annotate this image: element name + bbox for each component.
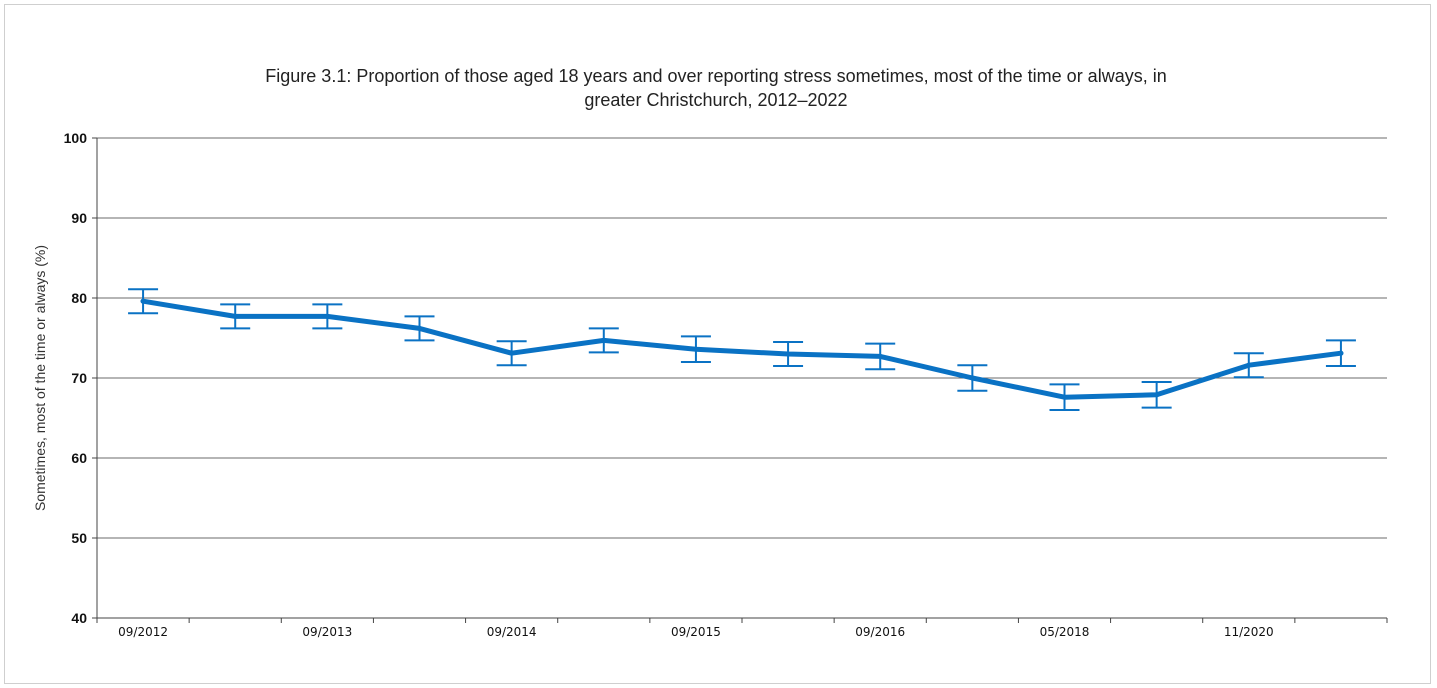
data-point-6 xyxy=(693,346,699,352)
y-tick-label-60: 60 xyxy=(71,450,87,466)
data-point-12 xyxy=(1246,362,1252,368)
tick-labels: 40 50 60 70 80 90 100 09/2012 09/2013 09/2014 09/2… xyxy=(64,130,1274,639)
y-tick-label-100: 100 xyxy=(64,130,88,146)
x-tick-label-09-2015: 09/2015 xyxy=(671,625,721,639)
x-tick-label-11-2020: 11/2020 xyxy=(1224,625,1274,639)
axes xyxy=(92,137,1388,623)
data-point-5 xyxy=(601,337,607,343)
x-tick-label-05-2018: 05/2018 xyxy=(1040,625,1090,639)
chart-title-line-2: greater Christchurch, 2012–2022 xyxy=(584,90,847,110)
chart-title-line-1: Figure 3.1: Proportion of those aged 18 … xyxy=(265,66,1166,86)
y-tick-label-50: 50 xyxy=(71,530,87,546)
y-tick-label-90: 90 xyxy=(71,210,87,226)
data-point-7 xyxy=(785,351,791,357)
chart-frame xyxy=(4,4,1431,684)
y-tick-label-80: 80 xyxy=(71,290,87,306)
series-line xyxy=(140,298,1344,400)
data-point-10 xyxy=(1062,394,1067,400)
x-tick-label-09-2012: 09/2012 xyxy=(118,625,168,639)
data-point-11 xyxy=(1154,392,1160,398)
y-axis-label: Sometimes, most of the time or always (%… xyxy=(32,245,48,511)
data-point-0 xyxy=(140,298,146,304)
data-point-1 xyxy=(232,313,238,319)
series-line-layer xyxy=(140,298,1344,400)
grid-lines xyxy=(97,137,1387,619)
data-point-13 xyxy=(1338,350,1344,356)
x-tick-label-09-2013: 09/2013 xyxy=(302,625,352,639)
x-tick-label-09-2014: 09/2014 xyxy=(487,625,537,639)
y-tick-label-40: 40 xyxy=(71,610,87,626)
data-point-9 xyxy=(969,375,975,381)
x-tick-label-09-2016: 09/2016 xyxy=(855,625,905,639)
data-point-2 xyxy=(324,313,330,319)
y-tick-label-70: 70 xyxy=(71,370,87,386)
data-point-3 xyxy=(417,325,422,331)
data-point-8 xyxy=(877,353,883,359)
data-point-4 xyxy=(509,350,515,356)
